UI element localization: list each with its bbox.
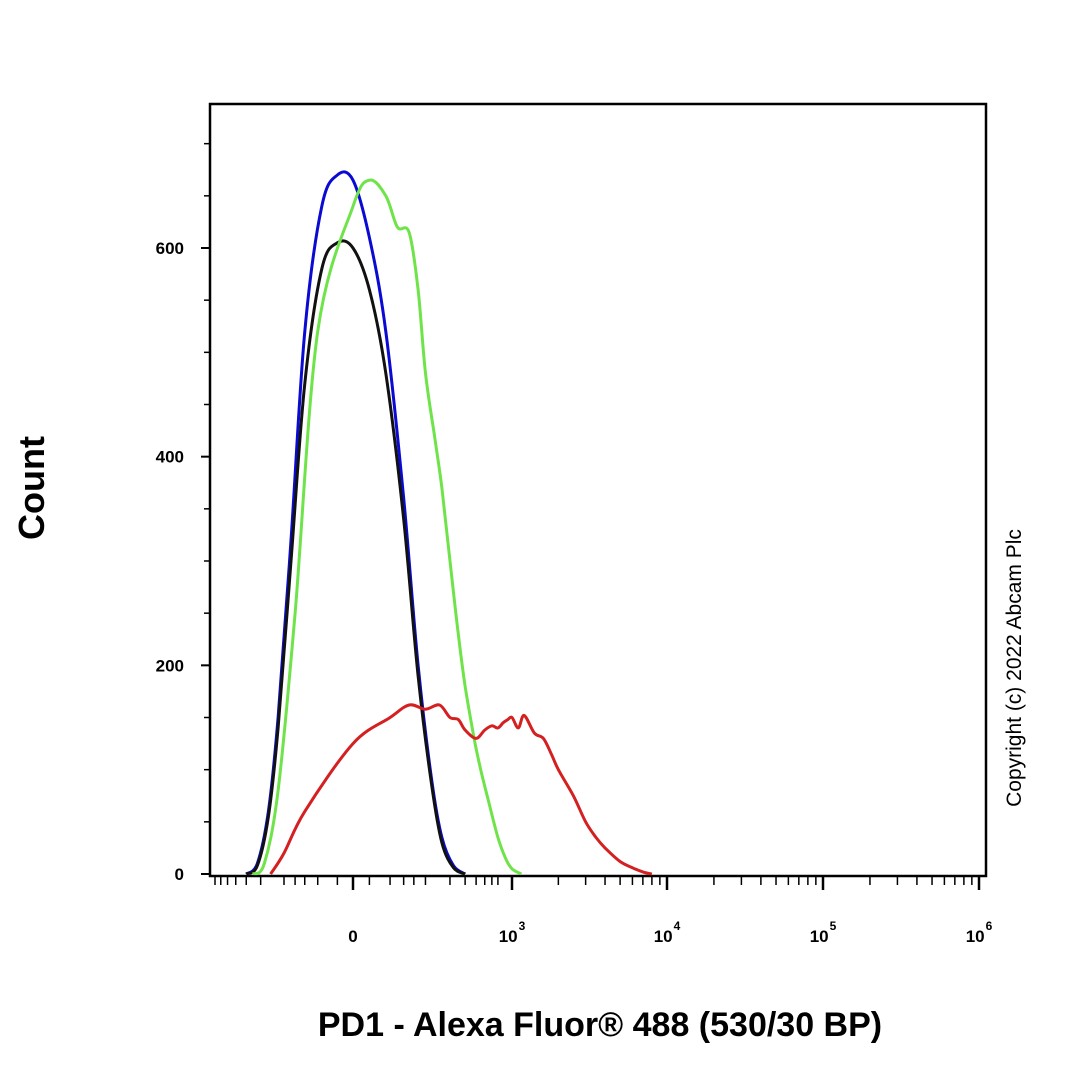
series-line-2 [245, 239, 466, 876]
series-line-4 [269, 703, 653, 876]
copyright-annotation: Copyright (c) 2022 Abcam Plc [1003, 529, 1026, 807]
series-line-3 [251, 178, 523, 876]
x-tick-label: 106 [966, 919, 993, 946]
series-layer [245, 170, 653, 876]
x-axis-title: PD1 - Alexa Fluor® 488 (530/30 BP) [318, 1006, 882, 1044]
y-tick-label: 0 [175, 865, 184, 884]
x-tick-label: 103 [499, 919, 526, 946]
y-tick-label: 600 [156, 239, 184, 258]
plot-frame [208, 102, 988, 878]
x-axis-minor-ticks [214, 876, 973, 885]
y-axis-title: Count [11, 436, 52, 540]
y-axis-ticks: 0 200 400 600 [156, 239, 210, 884]
x-axis-ticks: 0 103 104 105 106 [348, 876, 993, 946]
y-tick-label: 400 [156, 448, 184, 467]
x-tick-label: 104 [654, 919, 681, 946]
x-tick-label: 105 [810, 919, 837, 946]
y-axis-minor-ticks [204, 142, 210, 823]
x-tick-label: 0 [348, 927, 357, 946]
y-tick-label: 200 [156, 656, 184, 675]
